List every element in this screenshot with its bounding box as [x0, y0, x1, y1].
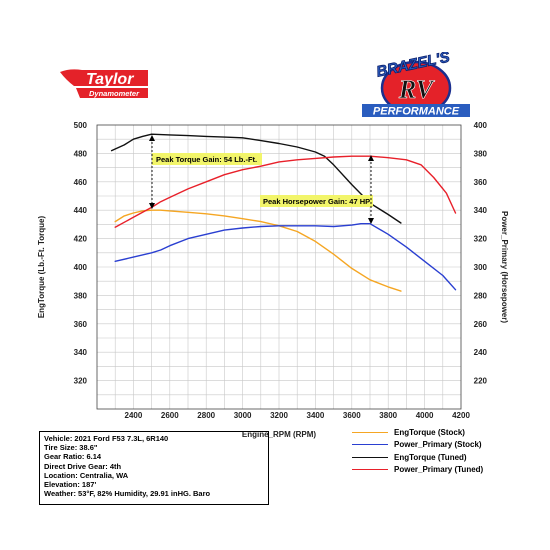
legend-swatch-power-tuned: [352, 469, 388, 471]
legend-item: EngTorque (Stock): [352, 426, 483, 439]
x-tick-label: 3600: [343, 411, 361, 420]
legend-swatch-engtorque-tuned: [352, 456, 388, 458]
legend-label: Power_Primary (Stock): [394, 440, 482, 450]
x-tick-label: 2800: [197, 411, 215, 420]
y-left-tick-label: 480: [74, 149, 88, 158]
plot-frame: [96, 124, 462, 410]
taylor-dynamometer-logo: Taylor Dynamometer: [60, 69, 148, 98]
taylor-logo-subtext: Dynamometer: [89, 89, 140, 98]
y-left-tick-label: 400: [74, 263, 88, 272]
y-left-tick-label: 420: [74, 235, 88, 244]
y-right-tick-label: 380: [474, 149, 488, 158]
y-left-tick-label: 340: [74, 348, 88, 357]
legend-item: Power_Primary (Tuned): [352, 464, 483, 477]
x-tick-label: 2600: [161, 411, 179, 420]
info-direct-drive-gear: Direct Drive Gear: 4th: [44, 461, 122, 471]
info-elevation: Elevation: 187': [44, 480, 97, 490]
x-axis-title: Engine_RPM (RPM): [242, 430, 317, 439]
peak-torque-callout-box: [152, 153, 262, 165]
x-axis-ticks: 2400 2600 2800 3000 3200 3400 3600 3800 4000 4200: [125, 411, 471, 420]
peak-horsepower-annotation: Peak Horsepower Gain: 47 HP: [260, 155, 374, 224]
peak-horsepower-arrowheads: [368, 155, 374, 224]
y-right-tick-label: 260: [474, 320, 488, 329]
y-axis-left-title: EngTorque (Lb.-Ft. Torque): [37, 215, 46, 318]
peak-torque-callout-text: Peak Torque Gain: 54 Lb.-Ft.: [156, 155, 257, 164]
x-tick-label: 2400: [125, 411, 143, 420]
taylor-logo-text: Taylor: [86, 71, 134, 88]
brazels-rv-performance-logo: BRAZEL'S RV PERFORMANCE: [362, 52, 470, 118]
y-left-tick-label: 320: [74, 377, 88, 386]
legend-swatch-engtorque-stock: [352, 431, 388, 433]
chart-legend: EngTorque (Stock) Power_Primary (Stock) …: [352, 426, 483, 476]
power-primary-tuned-line: [114, 155, 457, 228]
y-right-tick-label: 280: [474, 291, 488, 300]
brazel-logo-bottom-text: PERFORMANCE: [373, 106, 460, 118]
peak-torque-annotation: Peak Torque Gain: 54 Lb.-Ft.: [149, 135, 262, 209]
y-left-tick-label: 500: [74, 121, 88, 130]
x-tick-label: 3200: [270, 411, 288, 420]
info-vehicle: Vehicle: 2021 Ford F53 7.3L, 6R140: [44, 434, 169, 443]
x-tick-label: 4000: [416, 411, 434, 420]
peak-horsepower-callout-text: Peak Horsepower Gain: 47 HP: [263, 197, 370, 206]
x-tick-label: 4200: [452, 411, 470, 420]
y-right-tick-label: 400: [474, 121, 488, 130]
chart-grid: [97, 125, 461, 409]
peak-horsepower-callout-box: [260, 195, 373, 207]
info-tire-size: Tire Size: 38.6": [44, 443, 98, 453]
y-right-tick-label: 240: [474, 348, 488, 357]
y-left-tick-label: 360: [74, 320, 88, 329]
legend-label: EngTorque (Stock): [394, 427, 465, 437]
brazel-logo-mid-text: RV: [398, 75, 436, 104]
y-axis-right-title: Power_Primary (Horsepower): [500, 211, 509, 323]
y-left-tick-label: 380: [74, 291, 88, 300]
legend-swatch-power-stock: [352, 444, 388, 446]
y-right-tick-label: 300: [474, 263, 488, 272]
legend-label: Power_Primary (Tuned): [394, 465, 484, 475]
info-gear-ratio: Gear Ratio: 6.14: [44, 452, 102, 462]
power-primary-stock-line: [114, 222, 457, 291]
y-left-tick-label: 440: [74, 206, 88, 215]
vehicle-info-box: Vehicle: 2021 Ford F53 7.3L, 6R140 Tire …: [39, 431, 269, 505]
x-tick-label: 3000: [234, 411, 252, 420]
y-axis-right-ticks: 220 240 260 280 300 320 340 360 380 400: [474, 121, 488, 386]
x-tick-label: 3400: [307, 411, 325, 420]
y-right-tick-label: 320: [474, 235, 488, 244]
x-tick-label: 3800: [379, 411, 397, 420]
chart-series: [110, 133, 457, 292]
y-right-tick-label: 220: [474, 377, 488, 386]
y-left-tick-label: 460: [74, 178, 88, 187]
info-weather: Weather: 53°F, 82% Humidity, 29.91 inHG.…: [44, 489, 211, 499]
legend-item: EngTorque (Tuned): [352, 451, 483, 464]
info-location: Location: Centralia, WA: [44, 470, 129, 480]
legend-item: Power_Primary (Stock): [352, 439, 483, 452]
y-right-tick-label: 360: [474, 178, 488, 187]
y-right-tick-label: 340: [474, 206, 488, 215]
engtorque-tuned-line: [110, 133, 402, 224]
y-axis-left-ticks: 320 340 360 380 400 420 440 460 480 500: [74, 121, 88, 386]
legend-label: EngTorque (Tuned): [394, 452, 467, 462]
